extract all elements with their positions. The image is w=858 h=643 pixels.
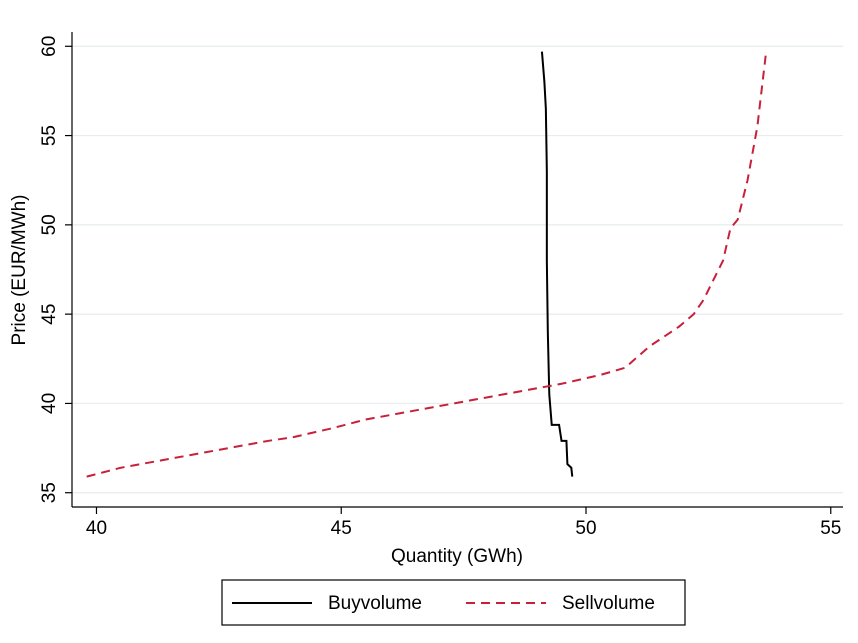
x-tick-label: 40 bbox=[86, 518, 107, 539]
y-tick-label: 40 bbox=[39, 393, 60, 414]
series-line bbox=[540, 51, 574, 477]
x-axis-label: Quantity (GWh) bbox=[391, 546, 523, 567]
y-tick-label: 45 bbox=[39, 304, 60, 325]
y-tick-label: 55 bbox=[39, 125, 60, 146]
legend-label: Sellvolume bbox=[562, 593, 655, 614]
series-line bbox=[86, 51, 768, 478]
x-tick-label: 50 bbox=[575, 518, 596, 539]
y-tick-label: 60 bbox=[39, 36, 60, 57]
x-tick-label: 45 bbox=[331, 518, 352, 539]
y-tick-label: 35 bbox=[39, 482, 60, 503]
y-axis-label: Price (EUR/MWh) bbox=[9, 195, 30, 346]
x-tick-label: 55 bbox=[820, 518, 841, 539]
y-tick-label: 50 bbox=[39, 214, 60, 235]
legend-label: Buyvolume bbox=[328, 593, 422, 614]
